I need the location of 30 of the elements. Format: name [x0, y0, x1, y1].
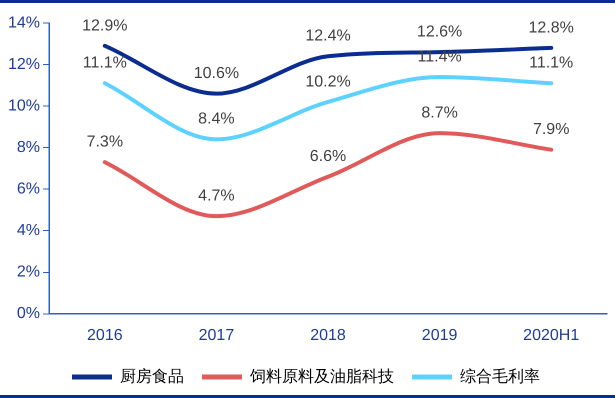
data-label: 12.4%: [305, 28, 351, 45]
y-tick-label: 4%: [16, 222, 40, 240]
legend-label: 综合毛利率: [460, 367, 540, 386]
data-label: 10.6%: [194, 65, 240, 82]
y-tick-label: 10%: [8, 97, 40, 114]
data-label: 8.4%: [198, 110, 235, 128]
x-tick-label: 2020H1: [523, 326, 580, 344]
data-label: 10.2%: [305, 73, 351, 90]
y-tick-label: 6%: [16, 180, 40, 198]
legend-label: 厨房食品: [120, 367, 184, 386]
y-tick-label: 12%: [8, 56, 40, 73]
legend-label: 饲料原料及油脂科技: [249, 367, 394, 386]
x-tick-label: 2019: [422, 326, 458, 344]
x-tick-label: 2018: [310, 326, 346, 344]
x-tick-label: 2016: [87, 326, 123, 344]
data-label: 4.7%: [198, 188, 235, 205]
data-label: 11.1%: [529, 54, 574, 72]
data-label: 7.9%: [532, 121, 570, 138]
data-label: 12.8%: [528, 19, 574, 36]
data-label: 8.7%: [421, 104, 458, 122]
y-tick-label: 8%: [16, 139, 40, 156]
data-label: 11.1%: [82, 54, 127, 72]
data-label: 12.6%: [416, 23, 462, 40]
y-tick-label: 0%: [16, 305, 40, 322]
data-label: 6.6%: [310, 148, 346, 166]
data-label: 12.9%: [82, 17, 128, 34]
y-tick-label: 2%: [16, 264, 40, 281]
data-label: 7.3%: [86, 134, 124, 151]
x-tick-label: 2017: [198, 326, 234, 344]
y-tick-label: 14%: [8, 14, 40, 32]
